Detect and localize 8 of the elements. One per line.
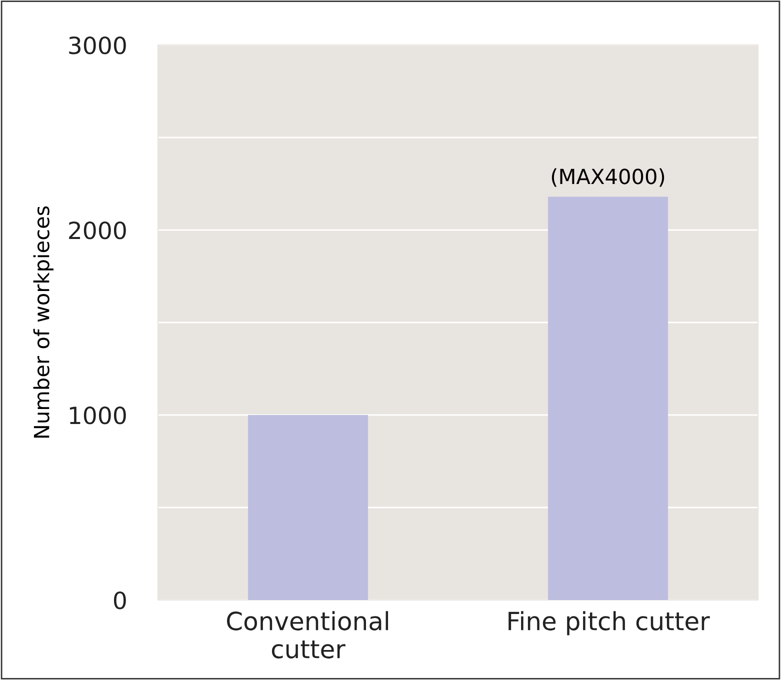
y-tick-label: 2000 xyxy=(69,221,126,240)
y-tick-label: 3000 xyxy=(69,36,126,54)
annotation: (MAX4000) xyxy=(552,168,664,187)
x-tick-label: Fine pitch cutter xyxy=(508,611,710,636)
y-tick-label: 0 xyxy=(114,591,126,610)
x-tick-label: Conventional cutter xyxy=(227,611,388,658)
y-tick-label: 1000 xyxy=(70,406,126,424)
y-axis-title: Number of workpieces xyxy=(33,206,54,438)
